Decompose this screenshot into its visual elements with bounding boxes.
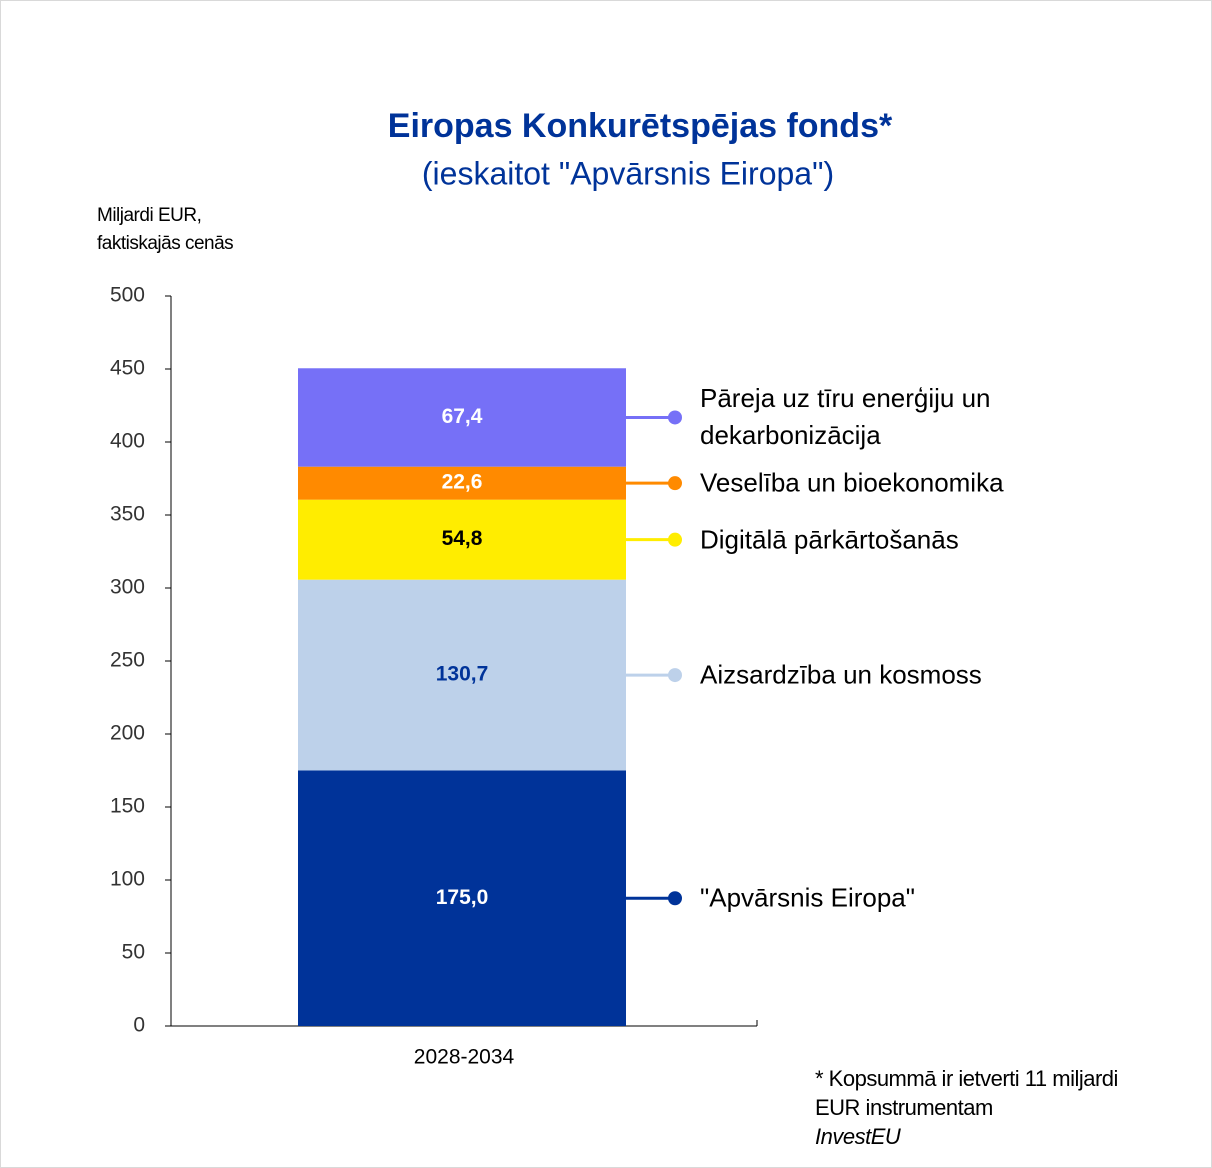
x-tick-label: 2028-2034 bbox=[414, 1046, 515, 1069]
legend-label: Veselība un bioekonomika bbox=[700, 467, 1004, 498]
data-label: 130,7 bbox=[436, 663, 489, 686]
y-tick-label: 150 bbox=[110, 795, 145, 818]
bar-segment bbox=[298, 368, 626, 467]
legend-label: "Apvārsnis Eiropa" bbox=[700, 882, 915, 913]
y-axis-label: faktiskajās cenās bbox=[97, 233, 233, 254]
bar-segment bbox=[298, 466, 626, 500]
legend-label: Digitālā pārkārtošanās bbox=[700, 524, 959, 555]
data-label: 22,6 bbox=[442, 471, 483, 494]
bar-segment bbox=[298, 579, 626, 771]
y-tick-label: 250 bbox=[110, 649, 145, 672]
y-tick-label: 0 bbox=[133, 1014, 145, 1037]
y-axis-label: Miljardi EUR, bbox=[97, 205, 201, 226]
y-tick-label: 450 bbox=[110, 357, 145, 380]
chart-title: Eiropas Konkurētspējas fonds* bbox=[388, 107, 893, 145]
footnote: * Kopsummā ir ietverti 11 miljardi EUR i… bbox=[815, 1064, 1145, 1151]
y-tick-label: 350 bbox=[110, 503, 145, 526]
legend-label: Pāreja uz tīru enerģiju un dekarbonizāci… bbox=[700, 383, 991, 451]
legend-dot bbox=[668, 410, 682, 425]
y-tick-label: 100 bbox=[110, 868, 145, 891]
data-label: 175,0 bbox=[436, 886, 489, 909]
legend-label: Aizsardzība un kosmoss bbox=[700, 659, 982, 690]
legend-dot bbox=[668, 891, 682, 906]
legend-dot bbox=[668, 476, 682, 491]
y-tick-label: 300 bbox=[110, 576, 145, 599]
y-tick-label: 50 bbox=[122, 941, 145, 964]
legend-dot bbox=[668, 532, 682, 547]
chart-subtitle: (ieskaitot "Apvārsnis Eiropa") bbox=[422, 155, 834, 191]
footnote-text: * Kopsummā ir ietverti 11 miljardi EUR i… bbox=[815, 1066, 1118, 1120]
y-tick-label: 400 bbox=[110, 430, 145, 453]
data-label: 54,8 bbox=[442, 527, 483, 550]
legend-dot bbox=[668, 668, 682, 683]
y-tick-label: 500 bbox=[110, 284, 145, 307]
footnote-emphasis: InvestEU bbox=[815, 1124, 901, 1149]
y-tick-label: 200 bbox=[110, 722, 145, 745]
bar-segment bbox=[298, 770, 626, 1026]
bar-segment bbox=[298, 499, 626, 580]
data-label: 67,4 bbox=[442, 405, 483, 428]
